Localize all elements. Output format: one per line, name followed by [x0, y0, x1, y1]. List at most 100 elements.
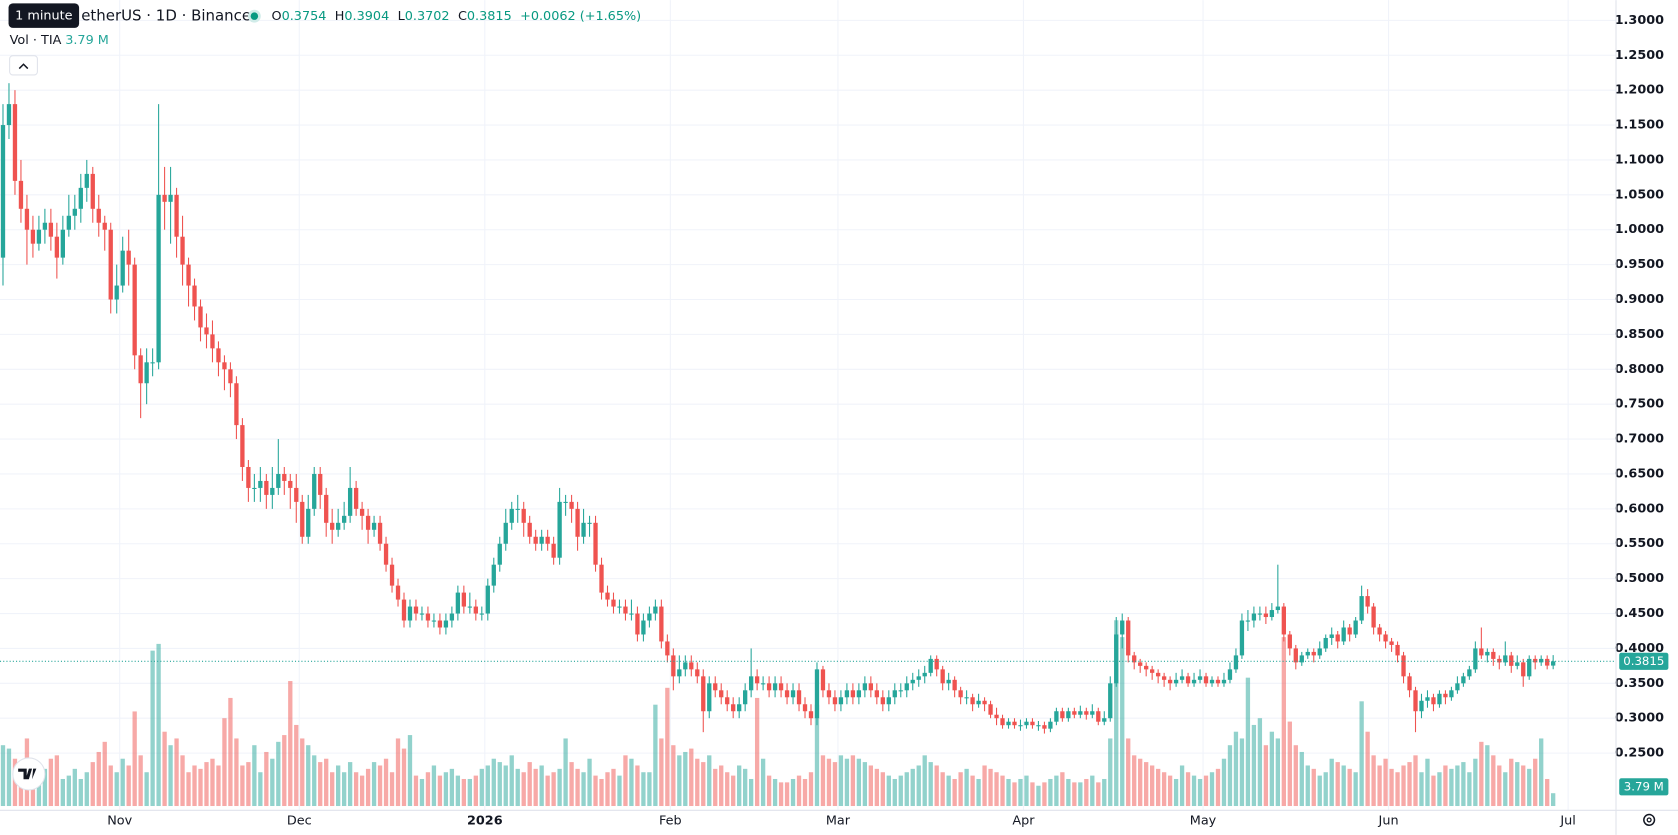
candle-body — [174, 194, 179, 237]
volume-bar — [1509, 758, 1514, 807]
candle-body — [605, 592, 610, 600]
candle-body — [258, 480, 263, 488]
volume-bar — [1167, 775, 1173, 807]
volume-bar — [1503, 772, 1508, 807]
volume-bar — [1209, 772, 1215, 807]
volume-bar — [1018, 778, 1023, 807]
candles — [0, 83, 1617, 734]
volume-bar — [144, 772, 149, 807]
volume-bar — [1161, 772, 1167, 807]
volume-bar — [790, 778, 796, 807]
candle-body — [1287, 634, 1292, 649]
volume-bar — [1006, 778, 1011, 807]
volume-bar — [1395, 772, 1400, 807]
volume-bar — [96, 751, 101, 807]
candle-body — [1437, 693, 1442, 705]
volume-bar — [1239, 738, 1245, 807]
candle-body — [1000, 718, 1005, 726]
button-frame[interactable] — [9, 55, 38, 76]
volume-bar — [1197, 778, 1203, 807]
y-tick-label: 0.7500 — [1615, 397, 1665, 412]
volume-bar — [174, 738, 179, 807]
candle-body — [754, 676, 760, 684]
logo-mark[interactable] — [18, 768, 37, 780]
candle-body — [593, 522, 598, 565]
volume-bar — [575, 768, 580, 807]
volume-bar — [874, 768, 879, 807]
y-tick-label: 0.6500 — [1615, 466, 1665, 481]
candle-body — [1036, 725, 1041, 727]
volume-bar — [1539, 738, 1544, 807]
volume-bar — [892, 778, 897, 807]
volume-bar — [1281, 637, 1286, 807]
volume-bar — [1323, 772, 1328, 807]
candle-body — [790, 690, 796, 698]
volume-bar — [1479, 741, 1484, 807]
candle-body — [102, 222, 107, 230]
gear-center[interactable] — [1646, 817, 1652, 823]
volume-bar — [844, 758, 850, 807]
candle-body — [1012, 721, 1017, 726]
candle-body — [437, 620, 443, 628]
candle-body — [234, 383, 239, 426]
candle-body — [952, 679, 957, 691]
volume-bar — [359, 775, 365, 807]
volume-bar — [1102, 778, 1107, 807]
volume-bar — [431, 765, 437, 807]
candle-body — [964, 697, 969, 699]
volume-bar — [862, 762, 868, 807]
candle-body — [1443, 693, 1448, 698]
candle-body — [359, 508, 365, 516]
candle-body — [946, 679, 951, 684]
candle-body — [431, 620, 437, 622]
candle-body — [228, 369, 233, 384]
candle-body — [282, 473, 287, 481]
candle-body — [533, 536, 538, 544]
volume-bar — [1233, 731, 1239, 807]
candle-body — [1096, 711, 1101, 722]
candle-body — [6, 104, 12, 126]
candle-body — [1251, 613, 1257, 621]
candle-body — [671, 655, 676, 677]
candle-body — [270, 487, 275, 495]
volume-bar — [1221, 758, 1227, 807]
volume-bar — [832, 762, 838, 807]
candle-body — [868, 683, 874, 691]
candle-body — [994, 714, 999, 719]
volume-bar — [515, 768, 520, 807]
gear[interactable] — [1643, 813, 1656, 826]
volume-bar — [0, 745, 6, 807]
volume-bar — [1335, 762, 1340, 807]
candle-body — [1329, 634, 1334, 638]
volume-bar — [748, 778, 754, 807]
chevron[interactable] — [18, 63, 29, 70]
candle-body — [383, 543, 389, 565]
tv-logo[interactable] — [12, 757, 46, 791]
volume-bar — [126, 765, 131, 807]
candle-body — [1347, 627, 1352, 635]
value: 0.3754 — [282, 9, 327, 24]
candle-body — [1305, 651, 1310, 656]
candle-body — [551, 543, 556, 558]
candle-body — [970, 697, 975, 705]
volume-bar — [1359, 701, 1364, 807]
candle-body — [623, 606, 628, 614]
volume-bar — [1042, 782, 1047, 807]
candle-body — [1066, 711, 1071, 719]
volume-bar — [383, 758, 389, 807]
candle-body — [1269, 610, 1275, 618]
volume-bar — [1467, 772, 1472, 807]
candle-body — [796, 690, 802, 705]
candle-body — [653, 606, 658, 614]
volume-bar — [102, 741, 107, 807]
candle-body — [904, 683, 909, 691]
candle-body — [485, 585, 490, 614]
candle-body — [210, 334, 215, 349]
collapse-button[interactable] — [9, 55, 38, 76]
volume-bar — [1263, 745, 1269, 807]
candle-body — [1161, 676, 1167, 680]
candle-body — [108, 229, 113, 300]
candle-body — [719, 690, 724, 698]
settings[interactable] — [1643, 813, 1656, 826]
